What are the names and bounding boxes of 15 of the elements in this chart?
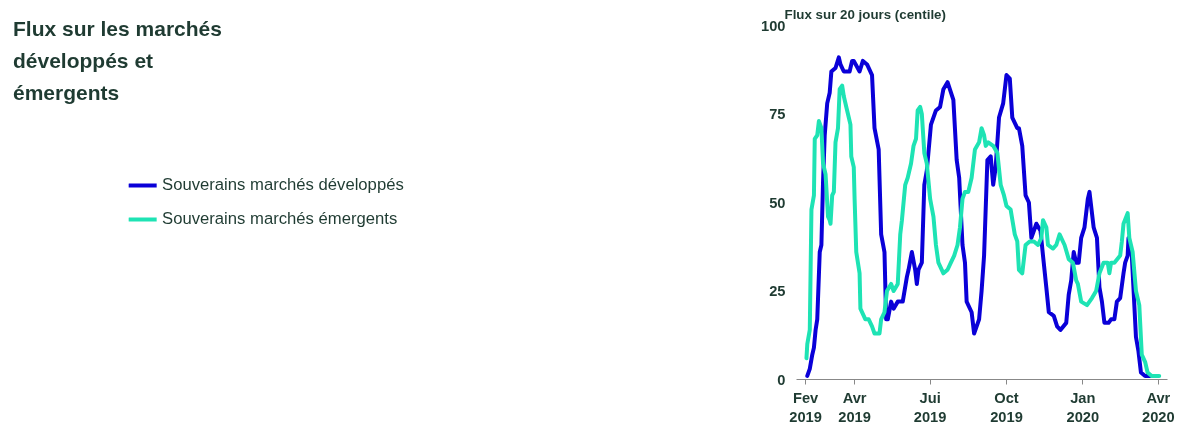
y-tick-label: 75 xyxy=(769,106,786,122)
x-tick-label: Fev 2019 xyxy=(789,389,822,425)
legend-label: Souverains marchés émergents xyxy=(162,209,398,229)
text: Flux sur les marchés développés et émergents xyxy=(13,16,223,106)
x-tick-label: Avr 2020 xyxy=(1142,389,1175,425)
y-axis-title: Flux sur 20 jours (centile) xyxy=(784,6,946,22)
x-tick-label: Jui 2019 xyxy=(913,389,947,425)
y-tick-label: 0 xyxy=(777,371,786,388)
x-tick-label: Jan 2020 xyxy=(1066,389,1100,425)
y-tick-label: 50 xyxy=(769,194,786,211)
x-tick-label: Avr 2019 xyxy=(838,389,871,425)
y-tick-label: 25 xyxy=(769,283,786,299)
legend-label: Souverains marchés développés xyxy=(162,175,404,195)
x-tick-label: Oct 2019 xyxy=(990,389,1023,425)
y-tick-label: 100 xyxy=(761,17,786,34)
